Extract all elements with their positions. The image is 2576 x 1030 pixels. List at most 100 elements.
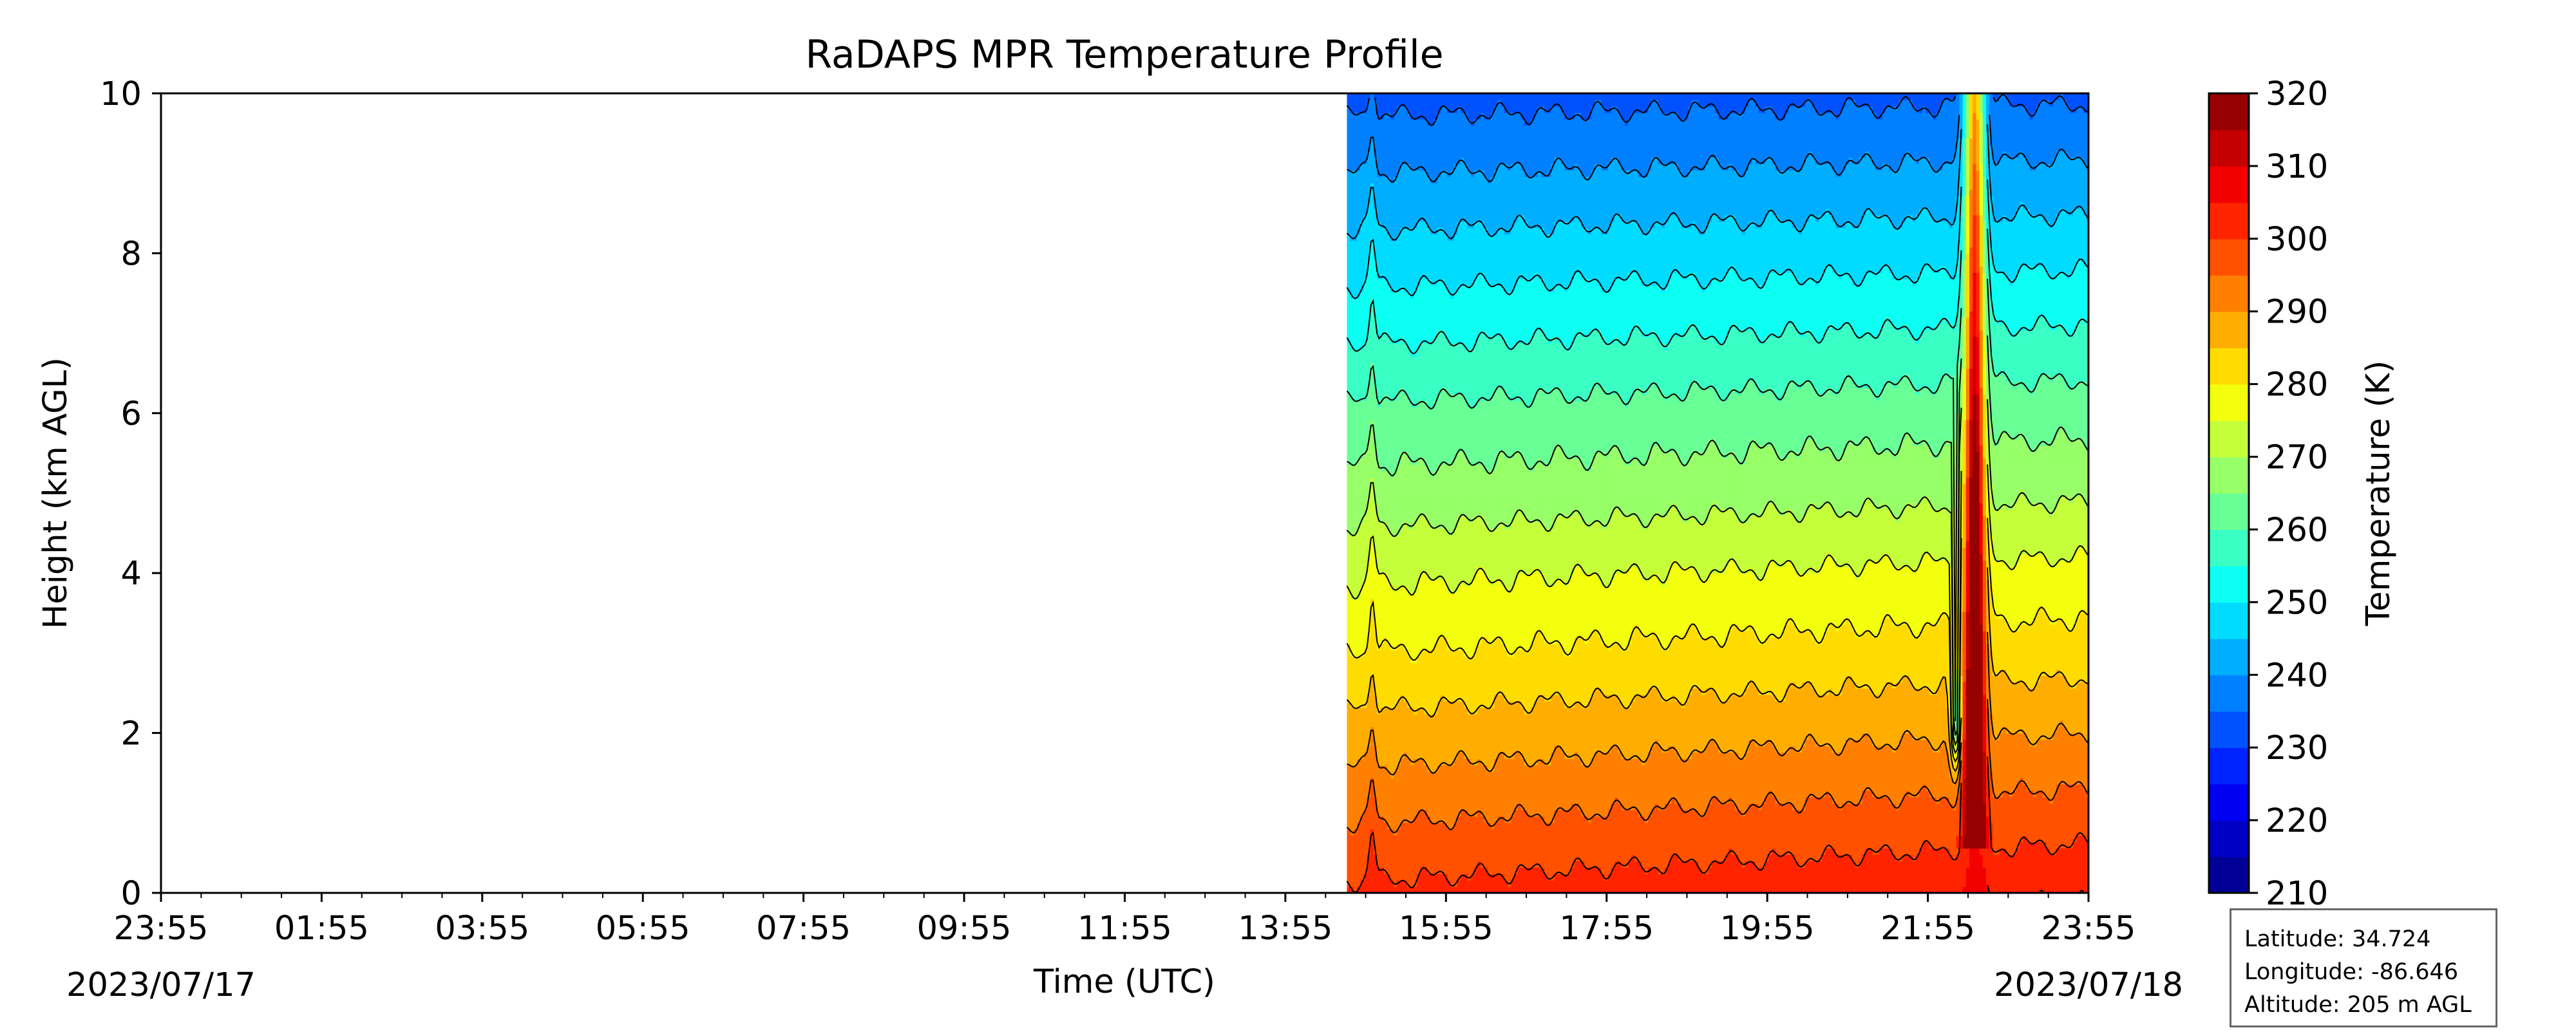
- field-cell: [1367, 419, 1371, 427]
- field-cell: [1377, 745, 1381, 753]
- field-cell: [1360, 560, 1365, 567]
- field-cell: [1410, 534, 1415, 542]
- field-cell: [1363, 131, 1368, 139]
- field-cell: [1357, 458, 1361, 465]
- field-cell: [1424, 471, 1428, 478]
- field-cell: [1370, 592, 1374, 599]
- field-cell: [1353, 675, 1358, 682]
- field-cell: [1434, 445, 1438, 453]
- field-cell: [1360, 791, 1365, 798]
- field-cell: [1363, 118, 1368, 126]
- field-cell: [1387, 400, 1391, 407]
- field-cell: [1357, 310, 1361, 318]
- field-cell: [1447, 221, 1452, 229]
- field-cell: [1457, 656, 1461, 664]
- field-cell: [1410, 419, 1415, 427]
- field-cell: [1387, 342, 1391, 350]
- field-cell: [1383, 342, 1388, 350]
- field-cell: [1380, 874, 1385, 881]
- field-cell: [1461, 118, 1465, 126]
- field-cell: [1350, 778, 1354, 785]
- field-cell: [1424, 451, 1428, 459]
- field-cell: [1353, 330, 1358, 337]
- field-cell: [1477, 464, 1482, 471]
- field-cell: [1450, 861, 1455, 868]
- field-cell: [1407, 336, 1412, 344]
- field-cell: [1467, 675, 1472, 682]
- field-cell: [1447, 330, 1452, 337]
- field-cell: [1441, 336, 1444, 344]
- field-cell: [1370, 771, 1374, 778]
- field-cell: [1370, 624, 1374, 632]
- field-cell: [1374, 521, 1378, 529]
- field-cell: [1430, 413, 1435, 420]
- field-cell: [1464, 317, 1468, 324]
- field-cell: [1397, 93, 1401, 100]
- field-cell: [1467, 586, 1472, 593]
- field-cell: [1383, 829, 1388, 836]
- field-cell: [1470, 131, 1475, 139]
- field-cell: [1477, 368, 1482, 375]
- field-cell: [1363, 867, 1368, 874]
- field-cell: [1427, 419, 1432, 427]
- field-cell: [1374, 483, 1378, 491]
- field-cell: [1457, 131, 1461, 139]
- field-cell: [1403, 144, 1408, 152]
- field-cell: [1400, 720, 1405, 727]
- field-cell: [1360, 259, 1365, 267]
- field-cell: [1387, 170, 1391, 177]
- field-cell: [1437, 765, 1441, 772]
- field-cell: [1437, 259, 1441, 267]
- field-cell: [1410, 125, 1415, 133]
- field-cell: [1450, 867, 1455, 874]
- field-cell: [1347, 848, 1351, 856]
- field-cell: [1457, 848, 1461, 856]
- field-cell: [1350, 375, 1354, 382]
- field-cell: [1363, 144, 1368, 152]
- field-cell: [1461, 771, 1465, 778]
- field-cell: [1457, 362, 1461, 369]
- field-cell: [1357, 362, 1361, 369]
- field-cell: [1390, 867, 1395, 874]
- field-cell: [1380, 675, 1385, 682]
- field-cell: [1367, 201, 1371, 209]
- field-cell: [1420, 752, 1425, 760]
- field-cell: [1441, 886, 1444, 893]
- field-cell: [1347, 688, 1351, 695]
- field-cell: [1380, 809, 1385, 817]
- field-cell: [1444, 253, 1448, 261]
- field-cell: [1464, 368, 1468, 375]
- field-cell: [1380, 118, 1385, 126]
- field-cell: [1424, 183, 1428, 190]
- field-cell: [1461, 579, 1465, 586]
- field-cell: [1394, 733, 1398, 740]
- field-cell: [1467, 496, 1472, 503]
- field-cell: [1417, 426, 1421, 433]
- field-cell: [1410, 253, 1415, 261]
- field-cell: [1350, 682, 1354, 689]
- field-cell: [1424, 164, 1428, 171]
- field-cell: [1390, 310, 1395, 318]
- field-cell: [1394, 630, 1398, 638]
- field-cell: [1403, 394, 1408, 401]
- field-cell: [1457, 413, 1461, 420]
- field-cell: [1427, 118, 1432, 126]
- field-cell: [1403, 695, 1408, 702]
- field-cell: [1467, 713, 1472, 721]
- field-cell: [1347, 106, 1351, 113]
- field-cell: [1397, 419, 1401, 427]
- field-cell: [1464, 560, 1468, 567]
- field-cell: [1474, 176, 1478, 183]
- field-cell: [1363, 426, 1368, 433]
- field-cell: [1414, 726, 1418, 734]
- field-cell: [1367, 342, 1371, 350]
- field-cell: [1390, 841, 1395, 849]
- field-cell: [1434, 650, 1438, 657]
- field-cell: [1417, 528, 1421, 536]
- field-cell: [1410, 298, 1415, 305]
- field-cell: [1461, 643, 1465, 651]
- field-cell: [1430, 336, 1435, 344]
- field-cell: [1410, 118, 1415, 126]
- field-cell: [1367, 695, 1371, 702]
- field-cell: [1374, 604, 1378, 612]
